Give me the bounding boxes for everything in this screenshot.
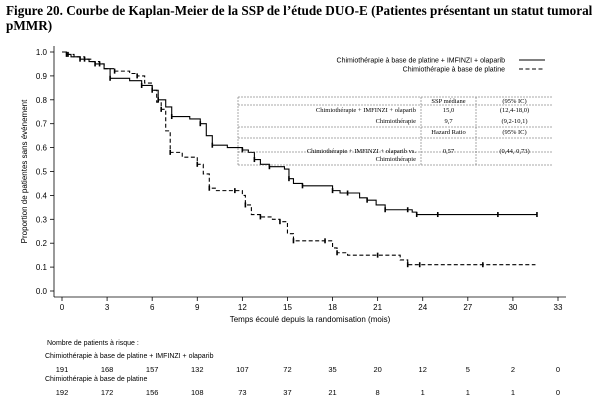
risk-value: 37	[283, 388, 292, 397]
x-tick-label: 0	[60, 303, 65, 312]
x-tick-label: 6	[150, 303, 155, 312]
risk-value: 132	[191, 365, 204, 374]
y-tick-label: 0.0	[36, 287, 48, 296]
risk-value: 0	[555, 388, 561, 397]
risk-value: 5	[465, 365, 470, 374]
y-tick-label: 0.4	[36, 191, 48, 200]
risk-value: 21	[328, 388, 337, 397]
y-tick-label: 0.7	[36, 120, 48, 129]
risk-value: 108	[191, 388, 204, 397]
table-cell: (12,4-18,0)	[500, 107, 529, 114]
risk-value: 0	[555, 365, 561, 374]
risk-value: 172	[100, 388, 114, 397]
legend-entry-label: Chimiothérapie à base de platine + IMFIN…	[337, 58, 506, 65]
risk-value: 192	[55, 388, 69, 397]
y-tick-label: 0.9	[36, 72, 48, 81]
x-tick-label: 30	[508, 303, 517, 312]
risk-value: 8	[375, 388, 380, 397]
risk-value: 168	[100, 365, 114, 374]
table-row-label: Chimiothérapie	[376, 118, 417, 125]
axes: 0.0 0.1 0.2 0.3 0.4 0.5 0.6 0.7 0.8 0.9 1.0 0 3 6 9 12 1…	[20, 46, 566, 324]
risk-value: 1	[420, 388, 425, 397]
table-header-ci: (95% IC)	[502, 98, 526, 105]
risk-value: 20	[373, 365, 382, 374]
legend: Chimiothérapie à base de platine + IMFIN…	[337, 58, 545, 74]
x-tick-label: 33	[554, 303, 563, 312]
y-tick-label: 0.1	[36, 263, 48, 272]
risk-table-title: Nombre de patients à risque :	[47, 340, 139, 347]
x-tick-label: 24	[418, 303, 427, 312]
y-tick-label: 0.2	[36, 239, 48, 248]
x-tick-label: 18	[328, 303, 337, 312]
risk-value: 35	[328, 365, 337, 374]
x-tick-label: 15	[283, 303, 292, 312]
risk-row-label-chemo: Chimiothérapie à base de platine	[45, 376, 148, 383]
risk-value: 156	[145, 388, 159, 397]
table-row-label: Chimiothérapie + IMFINZI + olaparib	[316, 107, 416, 114]
risk-value: 191	[55, 365, 69, 374]
x-tick-label: 3	[105, 303, 110, 312]
y-tick-label: 1.0	[36, 48, 48, 57]
table-cell: 9,7	[444, 118, 453, 125]
y-tick-label: 0.3	[36, 215, 48, 224]
risk-value: 1	[510, 388, 515, 397]
risk-value: 2	[510, 365, 515, 374]
table-header-hr: Hazard Ratio	[431, 129, 465, 136]
table-cell: (9,2-10,1)	[502, 118, 528, 125]
figure-title: Figure 20. Courbe de Kaplan-Meier de la …	[6, 3, 593, 33]
x-axis-title: Temps écoulé depuis la randomisation (mo…	[230, 315, 391, 324]
table-cell-hr-ci: (0,44, 0,73)	[499, 148, 529, 155]
risk-value: 1	[465, 388, 470, 397]
x-tick-label: 27	[463, 303, 472, 312]
x-tick-label: 12	[238, 303, 247, 312]
risk-value: 73	[238, 388, 247, 397]
curves	[62, 51, 538, 268]
table-row-label-line2: Chimiothérapie	[376, 156, 417, 163]
table-header-hr-ci: (95% IC)	[502, 129, 526, 136]
table-header-median: SSP médiane	[431, 98, 465, 105]
series-line-combo	[62, 51, 537, 216]
y-axis-title: Proportion de patientes sans événement	[20, 99, 29, 243]
y-tick-label: 0.6	[36, 144, 48, 153]
y-tick-label: 0.5	[36, 168, 48, 177]
km-chart: 0.0 0.1 0.2 0.3 0.4 0.5 0.6 0.7 0.8 0.9 1.0 0 3 6 9 12 1…	[20, 46, 566, 324]
risk-value: 157	[145, 365, 159, 374]
risk-row-label-combo: Chimiothérapie à base de platine + IMFIN…	[45, 353, 214, 360]
table-cell: 15,0	[443, 107, 454, 114]
x-tick-label: 9	[195, 303, 200, 312]
risk-value: 107	[236, 365, 249, 374]
x-tick-label: 21	[373, 303, 382, 312]
table-row-label-line1: Chimiothérapie + IMFINZI + olaparib vs.	[307, 148, 417, 155]
legend-entry-label: Chimiothérapie à base de platine	[403, 67, 505, 74]
risk-value: 72	[283, 365, 292, 374]
series-line-chemo	[62, 51, 536, 266]
table-cell-hr: 0,57	[443, 148, 455, 155]
summary-table: SSP médiane (95% IC) Chimiothérapie + IMFI…	[237, 96, 553, 166]
y-tick-label: 0.8	[36, 96, 48, 105]
risk-value: 12	[418, 365, 427, 374]
